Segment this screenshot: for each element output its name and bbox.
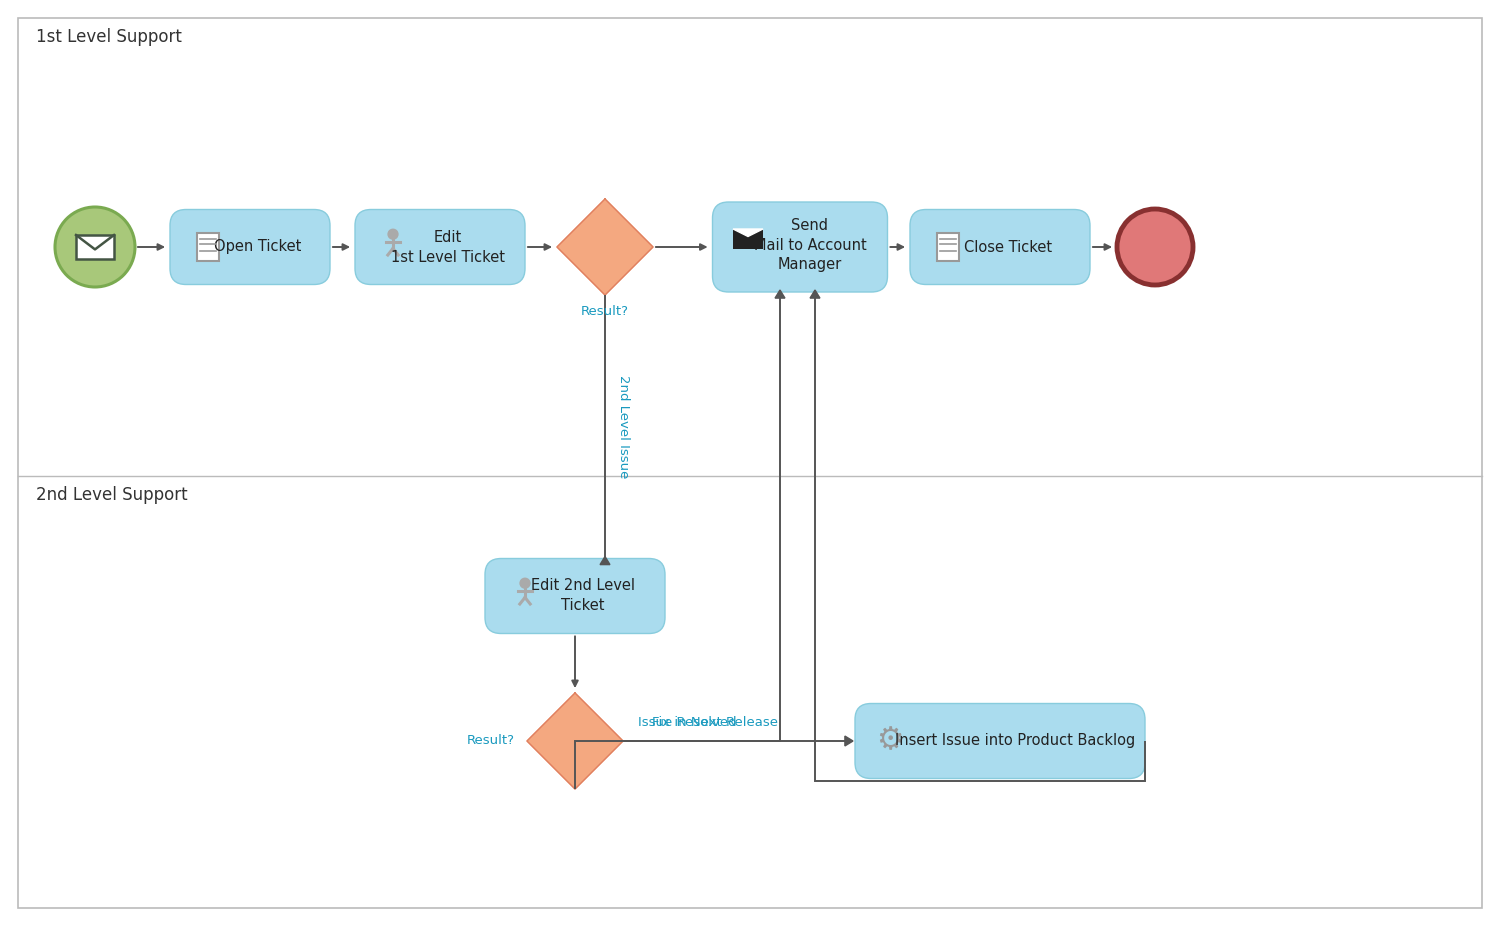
Polygon shape <box>526 693 622 789</box>
FancyBboxPatch shape <box>855 704 1144 779</box>
Text: Fix in Next Release: Fix in Next Release <box>652 716 778 729</box>
Text: Insert Issue into Product Backlog: Insert Issue into Product Backlog <box>896 733 1136 748</box>
FancyBboxPatch shape <box>170 209 330 284</box>
Text: Open Ticket: Open Ticket <box>214 240 302 255</box>
FancyBboxPatch shape <box>712 202 888 292</box>
Polygon shape <box>556 199 652 295</box>
Circle shape <box>1118 209 1192 285</box>
Text: Edit: Edit <box>433 230 462 244</box>
Text: Manager: Manager <box>778 257 842 272</box>
FancyBboxPatch shape <box>910 209 1090 284</box>
Polygon shape <box>776 290 784 298</box>
Text: Result?: Result? <box>580 305 628 318</box>
Polygon shape <box>734 229 764 236</box>
FancyBboxPatch shape <box>196 233 219 261</box>
Text: Result?: Result? <box>466 734 514 747</box>
Text: Issue Resolved: Issue Resolved <box>638 716 736 729</box>
Text: 1st Level Support: 1st Level Support <box>36 28 182 46</box>
Text: ⚙: ⚙ <box>876 727 903 756</box>
Circle shape <box>520 578 530 588</box>
Text: Edit 2nd Level: Edit 2nd Level <box>531 579 634 594</box>
Circle shape <box>56 207 135 287</box>
Text: 1st Level Ticket: 1st Level Ticket <box>392 249 506 265</box>
Polygon shape <box>844 736 853 746</box>
Text: Mail to Account: Mail to Account <box>753 237 867 253</box>
Text: Ticket: Ticket <box>561 598 604 614</box>
Text: Send: Send <box>792 218 828 232</box>
Polygon shape <box>600 557 610 565</box>
Text: Close Ticket: Close Ticket <box>964 240 1052 255</box>
FancyBboxPatch shape <box>734 229 764 249</box>
FancyBboxPatch shape <box>484 558 664 633</box>
Text: 2nd Level Support: 2nd Level Support <box>36 486 188 504</box>
Circle shape <box>388 230 398 239</box>
FancyBboxPatch shape <box>76 235 114 259</box>
FancyBboxPatch shape <box>356 209 525 284</box>
Polygon shape <box>810 290 820 298</box>
Text: 2nd Level Issue: 2nd Level Issue <box>616 375 630 479</box>
FancyBboxPatch shape <box>938 233 958 261</box>
